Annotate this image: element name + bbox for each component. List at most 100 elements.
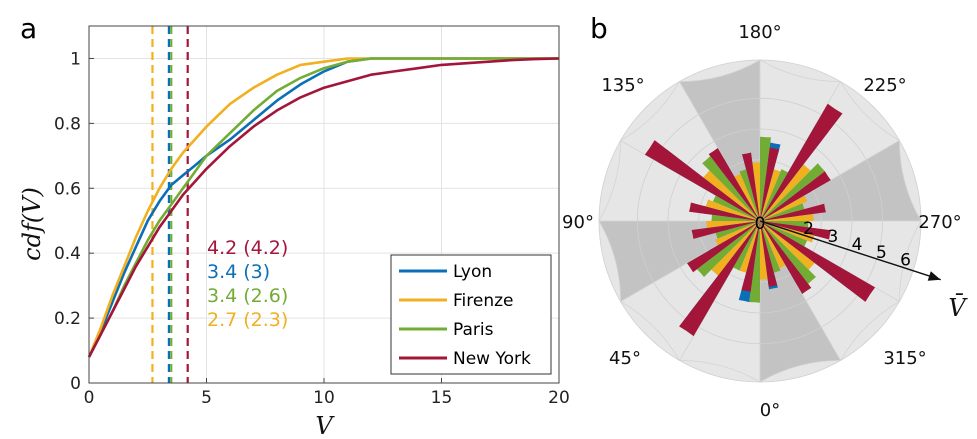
y-tick-label: 0.2 <box>54 309 81 329</box>
radial-axis: 0 2 3 4 5 6 V̄ <box>755 214 969 322</box>
polar-bar-new-york <box>689 202 760 221</box>
x-tick-label: 0 <box>84 388 95 408</box>
polar-bar-firenze <box>715 221 760 246</box>
polar-ring <box>636 97 884 345</box>
angle-label: 180° <box>738 22 781 43</box>
polar-ring <box>667 128 853 314</box>
polar-bar-firenze <box>760 221 786 269</box>
polar-bar-new-york <box>741 221 760 292</box>
y-axis-label: cdf(V) <box>18 187 46 261</box>
polar-bar-new-york <box>760 203 826 221</box>
legend: Lyon Firenze Paris New York <box>390 254 552 375</box>
radial-axis-arrowhead <box>927 271 941 281</box>
radial-axis-label: V̄ <box>948 294 968 322</box>
radial-zero-label: 0 <box>755 214 766 234</box>
x-axis-label: V <box>315 412 335 439</box>
legend-label-new-york: New York <box>453 349 531 369</box>
polar-bar-firenze <box>760 221 815 243</box>
cdf-line-new-york <box>87 57 560 358</box>
angle-label: 315° <box>883 348 926 369</box>
cdf-line-paris <box>87 57 559 358</box>
angle-labels: 180° 225° 270° 315° 0° 45° 90° 135° <box>562 22 962 421</box>
annotation-paris: 3.4 (2.6) <box>207 285 288 307</box>
y-tick-label: 0 <box>70 374 81 394</box>
polar-bar-firenze <box>711 221 760 276</box>
polar-bar-firenze <box>760 221 815 270</box>
legend-box <box>390 254 552 375</box>
polar-bar-firenze <box>734 173 760 221</box>
polar-bar-new-york <box>760 147 780 221</box>
y-tick-label: 0.4 <box>54 244 81 264</box>
polar-bar-paris <box>712 195 760 221</box>
polar-bar-new-york <box>691 221 760 239</box>
polar-bar-paris <box>760 163 825 221</box>
polar-bar-firenze <box>760 169 781 221</box>
polar-bar-paris <box>697 221 760 277</box>
annotation-lyon: 3.4 (3) <box>207 261 270 283</box>
legend-label-lyon: Lyon <box>453 262 492 282</box>
legend-label-firenze: Firenze <box>453 291 514 311</box>
polar-bar-firenze <box>760 195 808 221</box>
polar-bar-new-york <box>760 103 843 221</box>
polar-bar-new-york <box>644 140 760 221</box>
annotation-firenze: 2.7 (2.3) <box>207 309 288 331</box>
x-tick-label: 5 <box>201 388 212 408</box>
polar-bar-new-york <box>708 148 760 221</box>
x-tick-label: 10 <box>313 388 335 408</box>
polar-bar-new-york <box>760 221 831 240</box>
polar-bar-firenze <box>752 162 760 221</box>
polar-bar-paris <box>760 221 816 284</box>
y-tick-label: 0.6 <box>54 179 81 199</box>
angle-label: 90° <box>562 212 594 233</box>
polar-bar-firenze <box>760 164 811 221</box>
radial-tick-label: 3 <box>827 227 838 247</box>
cdf-lines <box>87 57 560 358</box>
median-lines <box>151 26 189 383</box>
polar-bar-new-york <box>687 221 760 273</box>
y-tick-label: 1 <box>70 49 81 69</box>
polar-bar-firenze <box>705 199 760 221</box>
polar-bar-new-york <box>760 221 812 294</box>
radial-tick-label: 6 <box>900 251 911 271</box>
polar-bar-new-york <box>679 221 760 337</box>
cdf-chart: 0 5 10 15 20 0 0.2 0.4 0.6 0.8 1 V cdf(V) 4.2 (4.2… <box>18 25 570 439</box>
polar-bar-paris <box>760 221 809 228</box>
x-tick-label: 15 <box>431 388 453 408</box>
polar-bar-firenze <box>760 221 768 280</box>
radial-tick-label: 4 <box>852 235 863 255</box>
polar-chart: 180° 225° 270° 315° 0° 45° 90° 135° 0 2 3 4 5 6 V̄ <box>562 22 968 421</box>
polar-bar-firenze <box>760 214 814 221</box>
polar-bar-paris <box>760 169 789 221</box>
angle-label: 225° <box>863 75 906 96</box>
polar-bar-paris <box>760 221 781 273</box>
polar-bar-paris <box>760 203 805 221</box>
polar-bar-paris <box>739 169 760 221</box>
polar-bar-new-york <box>760 221 778 287</box>
annotation-new-york: 4.2 (4.2) <box>207 237 288 259</box>
polar-bar-firenze <box>739 221 760 273</box>
polar-bar-paris <box>760 136 771 221</box>
polar-bar-new-york <box>742 152 760 221</box>
polar-bar-new-york <box>760 221 876 302</box>
polar-bar-paris <box>733 221 760 271</box>
radial-tick-label: 2 <box>803 219 814 239</box>
legend-label-paris: Paris <box>453 320 494 340</box>
polar-bar-paris <box>715 221 760 239</box>
angle-label: 0° <box>760 400 780 421</box>
angle-label: 270° <box>918 212 961 233</box>
radial-tick-label: 5 <box>876 243 887 263</box>
polar-bar-firenze <box>706 221 760 228</box>
axis-ticks: 0 5 10 15 20 0 0.2 0.4 0.6 0.8 1 <box>54 49 570 408</box>
panel-label-a: a <box>20 12 37 45</box>
x-tick-label: 20 <box>548 388 570 408</box>
polar-bar-paris <box>749 221 760 303</box>
polar-bar-paris <box>702 156 760 221</box>
polar-bar-paris <box>760 221 808 247</box>
polar-bar-new-york <box>760 171 831 221</box>
angle-label: 45° <box>609 348 641 369</box>
angle-label: 135° <box>601 75 644 96</box>
radial-axis-line <box>759 220 941 281</box>
polar-bars <box>644 103 876 337</box>
panel-label-b: b <box>590 12 608 45</box>
